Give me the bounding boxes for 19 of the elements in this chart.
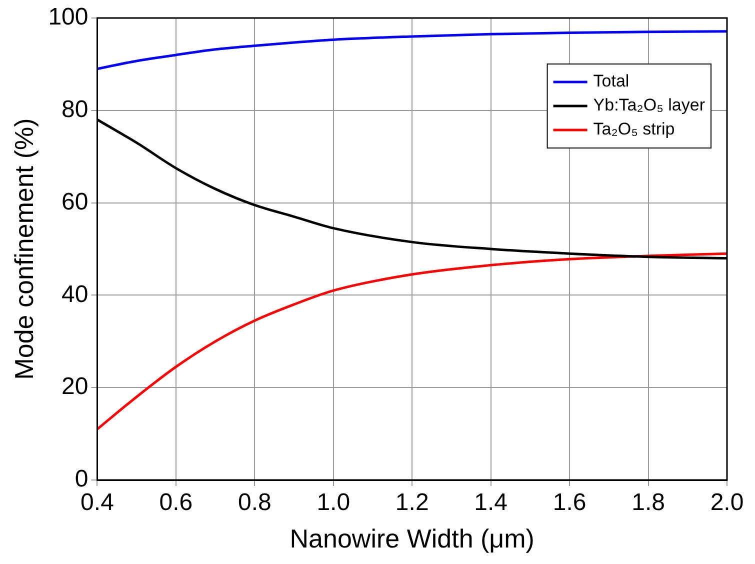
- x-axis-title: Nanowire Width (μm): [290, 524, 534, 554]
- x-tick-label: 0.8: [238, 489, 272, 516]
- y-tick-label: 100: [48, 4, 88, 31]
- legend-label: Ta₂O₅ strip: [593, 120, 675, 139]
- x-tick-label: 0.6: [159, 489, 193, 516]
- x-tick-label: 1.6: [552, 489, 586, 516]
- x-tick-label: 1.2: [395, 489, 429, 516]
- y-tick-label: 80: [62, 96, 88, 124]
- legend-label: Total: [593, 72, 630, 91]
- y-tick-label: 60: [62, 188, 88, 216]
- legend-label: Yb:Ta₂O₅ layer: [593, 96, 706, 115]
- x-tick-label: 1.8: [632, 489, 665, 516]
- y-tick-label: 20: [62, 373, 88, 400]
- y-tick-label: 40: [62, 280, 88, 308]
- y-axis-title: Mode confinement (%): [8, 118, 39, 380]
- x-tick-label: 1.4: [474, 489, 508, 516]
- line-series: [97, 30, 727, 70]
- x-tick-label: 2.0: [710, 489, 744, 516]
- x-tick-label: 1.0: [316, 489, 350, 516]
